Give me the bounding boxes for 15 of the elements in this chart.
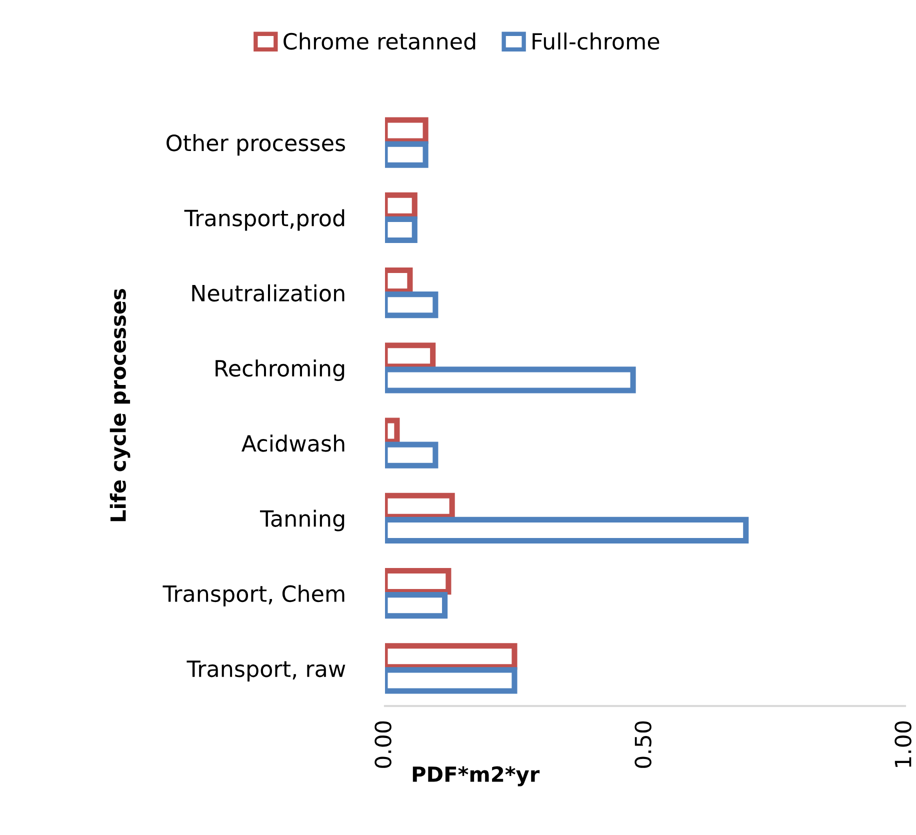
x-tick-label: 1.00	[894, 721, 912, 767]
x-tick-label: 0.50	[634, 721, 652, 768]
y-tick-label: Tanning	[260, 510, 344, 532]
y-tick-label: Other processes	[166, 134, 346, 156]
y-axis-title: Life cycle processes	[110, 289, 130, 522]
y-tick-label: Rechroming	[216, 359, 344, 381]
y-tick-label: Neutralization	[192, 284, 344, 302]
y-tick-label: Acidwash	[242, 434, 344, 452]
legend-label: Chrome retanned	[284, 32, 476, 50]
y-tick-label: Transport, raw	[186, 660, 346, 682]
x-axis-title: PDF*m2*yr	[412, 766, 540, 786]
y-tick-label: Transport,prod	[184, 209, 344, 231]
x-tick-label: 0.00	[374, 721, 392, 768]
legend-label: Full-chrome	[532, 32, 660, 50]
y-tick-label: Transport, Chem	[162, 584, 344, 606]
